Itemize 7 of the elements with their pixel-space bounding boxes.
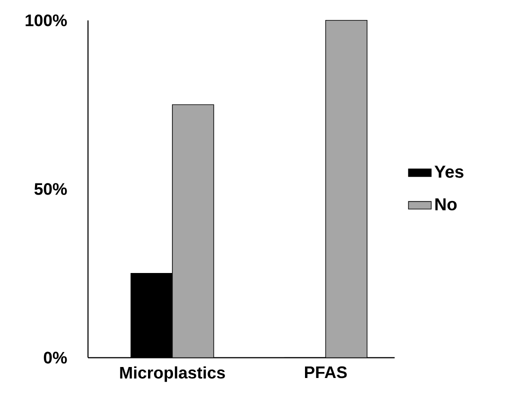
x-tick-label: PFAS xyxy=(305,366,347,378)
y-tick-label: 0% xyxy=(44,352,67,364)
x-tick-label: Microplastics xyxy=(120,366,225,382)
legend-label: Yes xyxy=(434,166,464,178)
y-tick-label: 50% xyxy=(34,183,67,195)
legend-label: No xyxy=(435,198,457,210)
y-tick-label: 100% xyxy=(26,14,67,26)
